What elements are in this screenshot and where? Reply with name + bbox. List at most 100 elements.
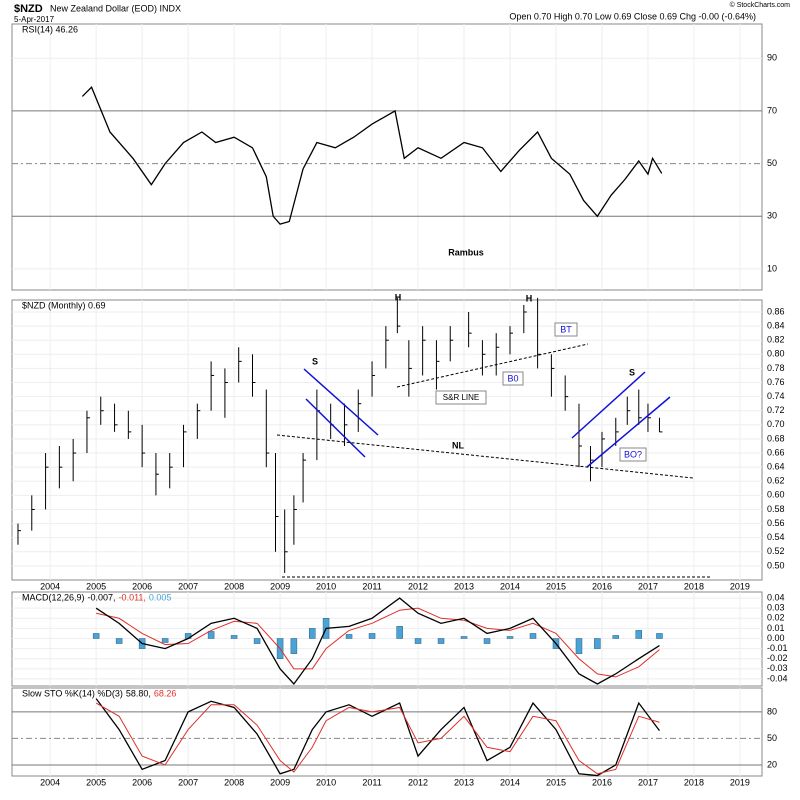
callout-box (502, 371, 524, 386)
y-tick-label: 0.72 (767, 405, 785, 415)
y-tick-label: 20 (767, 759, 777, 769)
y-tick-label: 0.50 (767, 560, 785, 570)
histogram-bar (414, 638, 422, 644)
panel-label: $NZD (Monthly) 0.69 (22, 300, 106, 310)
x-tick-label: 2008 (224, 581, 244, 591)
y-tick-label: 0.56 (767, 518, 785, 528)
y-tick-label: 0.04 (767, 592, 785, 602)
annotation: H (526, 293, 533, 303)
y-tick-label: 0.78 (767, 363, 785, 373)
x-tick-label: 2011 (362, 777, 381, 787)
line-series (95, 702, 660, 775)
x-tick-label: 2017 (638, 777, 658, 787)
panel-frame (11, 23, 763, 291)
y-tick-label: 0.01 (767, 623, 785, 633)
y-tick-label: 50 (767, 158, 777, 168)
y-tick-label: 0.86 (767, 306, 785, 316)
y-tick-label: 10 (767, 263, 777, 273)
panel-label: Slow STO %K(14) %D(3) (22, 688, 123, 698)
histogram-bar (115, 638, 123, 644)
x-tick-label: 2015 (546, 777, 566, 787)
sr-line (396, 343, 589, 388)
annotation: S&R LINE (443, 393, 479, 402)
readout: 68.26 (154, 688, 177, 698)
x-tick-label: 2007 (178, 777, 198, 787)
y-tick-label: -0.04 (767, 673, 788, 683)
instrument-name: New Zealand Dollar (EOD) INDX (50, 3, 181, 13)
x-tick-label: 2009 (270, 581, 290, 591)
x-tick-label: 2013 (454, 777, 474, 787)
histogram-bar (437, 638, 445, 644)
y-tick-label: 0.66 (767, 447, 785, 457)
y-tick-label: 50 (767, 733, 777, 743)
callout-box (435, 390, 487, 405)
histogram-bar (92, 633, 100, 639)
x-tick-label: 2012 (408, 581, 428, 591)
y-tick-label: 0.54 (767, 532, 785, 542)
histogram-bar (529, 633, 537, 639)
readout: -0.007, (88, 592, 116, 602)
x-tick-label: 2014 (500, 581, 520, 591)
quote: Open 0.70 High 0.70 Low 0.69 Close 0.69 … (509, 11, 756, 21)
copyright: © StockCharts.com (730, 1, 791, 9)
y-tick-label: 0.62 (767, 476, 785, 486)
x-tick-label: 2011 (362, 581, 381, 591)
symbol: $NZD (14, 3, 43, 15)
histogram-bar (594, 638, 601, 649)
y-tick-label: -0.03 (767, 663, 788, 673)
panel: 20 50 80 2004 2005 2006 2007 2008 2009 2010 2011 20… (11, 687, 777, 787)
histogram-bar (612, 635, 620, 639)
annotation: BT (560, 324, 572, 334)
x-tick-label: 2012 (408, 777, 428, 787)
y-tick-label: 0.02 (767, 613, 785, 623)
histogram-bar (635, 630, 643, 639)
y-tick-label: 0.82 (767, 335, 785, 345)
y-tick-label: 0.76 (767, 377, 785, 387)
readout: 58.80, (126, 688, 151, 698)
x-tick-label: 2017 (638, 581, 658, 591)
x-tick-label: 2007 (178, 581, 198, 591)
annotation: BO? (624, 449, 642, 459)
panel-frame (11, 299, 763, 581)
y-tick-label: 80 (767, 706, 777, 716)
x-tick-label: 2006 (132, 581, 152, 591)
histogram-bar (368, 633, 376, 639)
annotation: S (312, 356, 318, 366)
histogram-bar (483, 638, 491, 644)
x-tick-label: 2019 (730, 581, 750, 591)
x-tick-label: 2019 (730, 777, 750, 787)
x-tick-label: 2015 (546, 581, 566, 591)
y-tick-label: 70 (767, 105, 777, 115)
x-tick-label: 2010 (316, 777, 336, 787)
x-tick-label: 2009 (270, 777, 290, 787)
x-tick-label: 2014 (500, 777, 520, 787)
histogram-bar (161, 638, 169, 643)
y-tick-label: 0.60 (767, 490, 785, 500)
x-tick-label: 2016 (592, 777, 612, 787)
x-tick-label: 2013 (454, 581, 474, 591)
panel: 0.50 0.52 0.54 0.56 0.58 0.60 0.62 0.64 0.66 0.68… (11, 297, 785, 591)
histogram-bar (253, 638, 261, 644)
y-tick-label: 90 (767, 53, 777, 63)
y-tick-label: 0.58 (767, 504, 785, 514)
histogram-bar (207, 631, 215, 639)
x-tick-label: 2005 (86, 581, 106, 591)
y-tick-label: 0.74 (767, 391, 785, 401)
y-tick-label: -0.02 (767, 653, 788, 663)
histogram-bar (506, 636, 514, 639)
channel-line (303, 368, 379, 436)
readout: -0.011, (119, 592, 146, 602)
channel-line (571, 371, 646, 439)
y-tick-label: 0.80 (767, 349, 785, 359)
histogram-bar (345, 634, 353, 639)
annotation: B0 (507, 373, 518, 383)
line-series (81, 86, 663, 225)
x-tick-label: 2004 (40, 777, 60, 787)
date: 5-Apr-2017 (14, 15, 55, 24)
x-tick-label: 2018 (684, 581, 704, 591)
y-tick-label: 0.03 (767, 603, 785, 613)
line-series (96, 607, 660, 678)
annotation: NL (452, 440, 464, 450)
panel-label: MACD(12,26,9) (22, 592, 85, 602)
